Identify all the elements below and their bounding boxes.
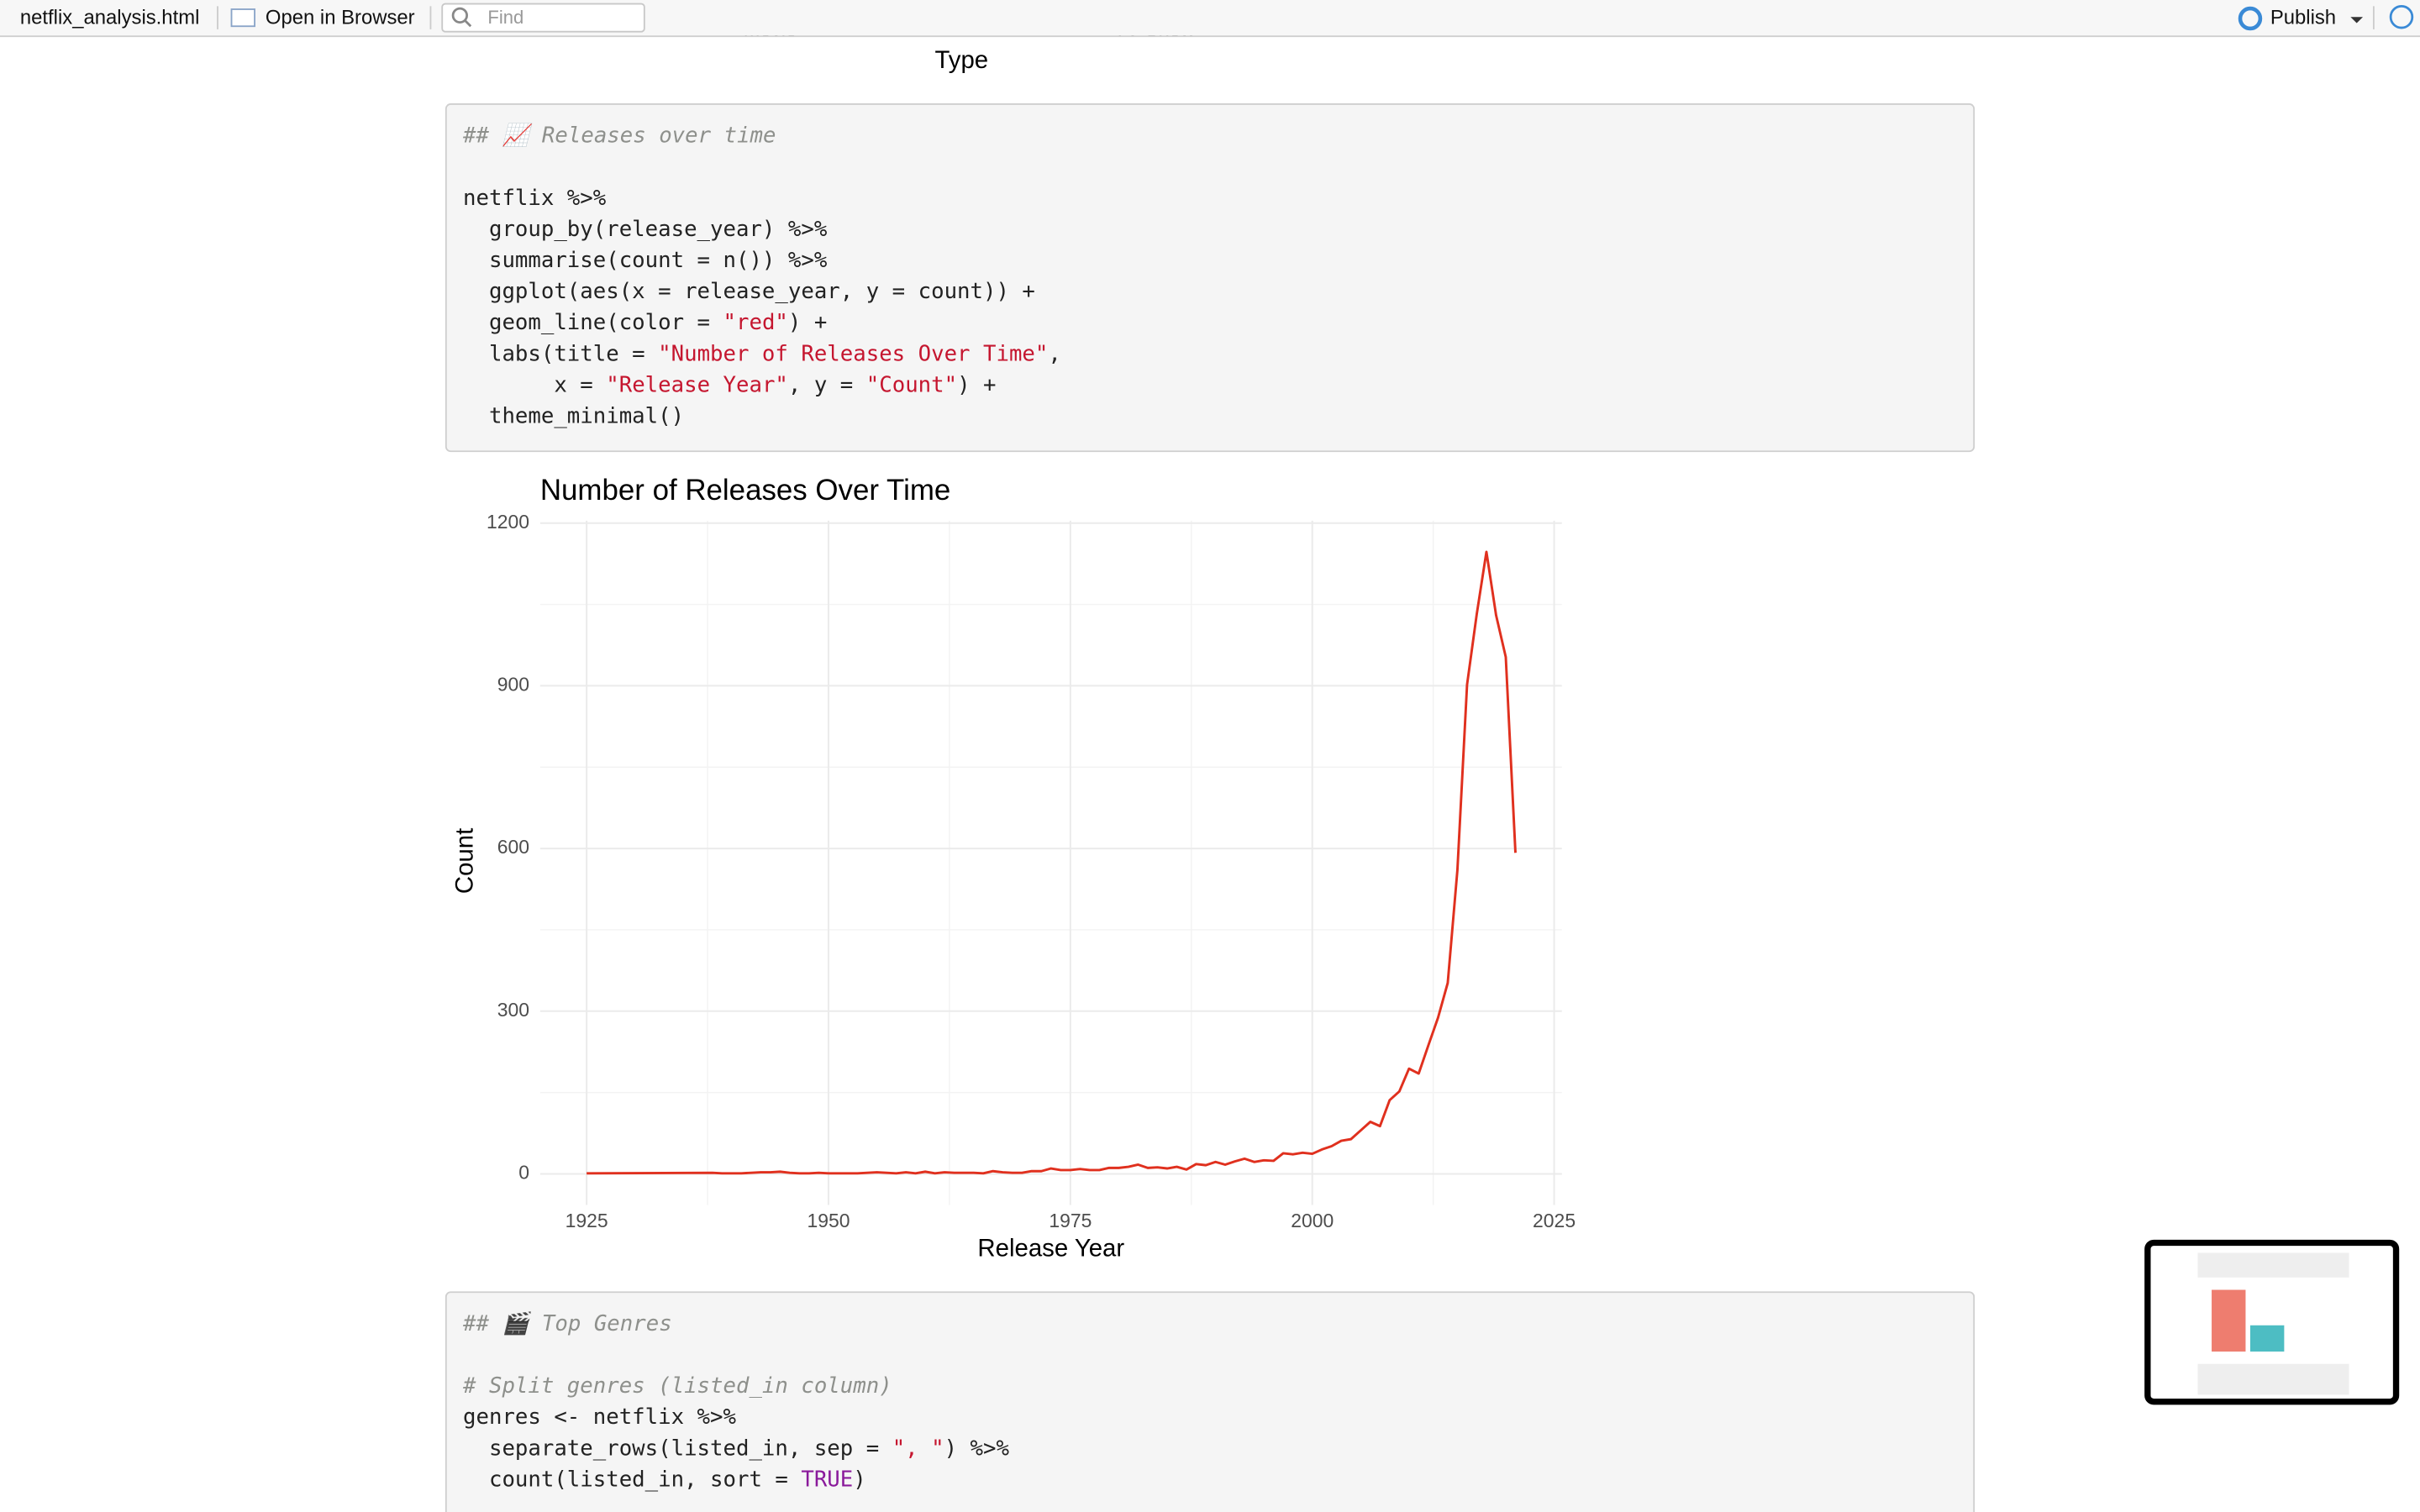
browser-icon (230, 8, 255, 28)
dropdown-caret (2350, 17, 2364, 24)
open-in-browser-label: Open in Browser (266, 6, 415, 29)
code-token: , (1048, 341, 1060, 366)
code-token: ) + (788, 310, 827, 335)
code-line: count(listed_in, sort = TRUE) (463, 1467, 866, 1492)
code-line: # Split genres (listed_in column) (462, 1373, 892, 1399)
code-token: "Number of Releases Over Time" (658, 341, 1048, 366)
code-token: ", " (892, 1436, 944, 1461)
code-line: ggplot(aes(x = release_year, y = count))… (463, 279, 1035, 304)
prev-x-axis-title: Type (934, 46, 988, 74)
search-icon (463, 18, 472, 28)
open-in-browser[interactable]: Open in Browser (230, 6, 415, 29)
x-tick-label: 1950 (807, 1210, 850, 1231)
code-line: separate_rows(listed_in, sep = ", ") %>% (463, 1436, 1009, 1461)
x-tick-label: 1925 (566, 1210, 608, 1231)
code-token: netflix %>% (463, 185, 607, 210)
chart-title: Number of Releases Over Time (540, 474, 950, 507)
code-line: ## 🎬 Top Genres (462, 1310, 672, 1336)
code-line: netflix %>% (463, 185, 607, 210)
publish-icon (2238, 6, 2263, 31)
code-token: "Release Year" (606, 372, 788, 397)
code-token: TRUE (801, 1467, 853, 1492)
code-token: "red" (723, 310, 788, 335)
minimap[interactable] (2144, 1239, 2400, 1405)
toolbar-bg (0, 0, 2420, 36)
minimap-bar (2249, 1325, 2285, 1352)
publish-button[interactable]: Publish (2238, 6, 2364, 31)
code-block (445, 1291, 1975, 1512)
search-field (441, 3, 645, 33)
x-tick-label: 2000 (1291, 1210, 1334, 1231)
y-tick-label: 1200 (487, 511, 529, 533)
code-token: count(listed_in, sort = (463, 1467, 801, 1492)
chart: Number of Releases Over Time Release Yea… (450, 474, 1576, 1262)
minimap-code (2197, 1363, 2349, 1395)
code-token: "Count" (866, 372, 957, 397)
find-placeholder: Find (487, 7, 523, 28)
file-name: netflix_analysis.html (20, 6, 200, 29)
code-token: summarise(count = n()) %>% (463, 248, 828, 273)
minimap-bar (2212, 1289, 2246, 1352)
code-line: theme_minimal() (463, 403, 684, 428)
data-line (587, 550, 1517, 1175)
code-line: labs(title = "Number of Releases Over Ti… (463, 341, 1061, 366)
y-tick-label: 300 (497, 999, 529, 1021)
code-line: summarise(count = n()) %>% (463, 248, 828, 273)
code-line: geom_line(color = "red") + (463, 310, 827, 335)
code-token: x = (463, 372, 606, 397)
code-token: geom_line(color = (463, 310, 723, 335)
code-line: ## 📈 Releases over time (462, 122, 776, 148)
x-tick-label: 1975 (1049, 1210, 1092, 1231)
x-axis-title: Release Year (977, 1235, 1124, 1263)
code-token: separate_rows(listed_in, sep = (463, 1436, 892, 1461)
y-tick-label: 900 (497, 673, 529, 695)
code-line: group_by(release_year) %>% (463, 216, 828, 241)
toolbar: netflix_analysis.html Open in Browser Fi… (0, 0, 2420, 38)
code-token: group_by(release_year) %>% (463, 216, 828, 241)
code-token: ) %>% (944, 1436, 1010, 1461)
publish-label: Publish (2270, 6, 2336, 29)
y-tick-label: 0 (518, 1162, 529, 1184)
code-token: labs(title = (463, 341, 658, 366)
code-token: genres <- netflix %>% (463, 1404, 736, 1430)
code-token: ## 📈 Releases over time (462, 122, 776, 148)
code-token: theme_minimal() (463, 403, 684, 428)
y-axis-title: Count (450, 828, 478, 894)
code-token: ggplot(aes(x = release_year, y = count))… (463, 279, 1035, 304)
code-token: , y = (788, 372, 866, 397)
minimap-frame (2144, 1239, 2400, 1405)
code-token: ) (853, 1467, 865, 1492)
code-token: # Split genres (listed_in column) (462, 1373, 892, 1399)
search-icon (451, 7, 468, 24)
code-block (445, 103, 1975, 453)
minimap-code (2197, 1252, 2349, 1278)
code-token: ## 🎬 Top Genres (462, 1310, 672, 1336)
code-line: x = "Release Year", y = "Count") + (463, 372, 997, 397)
y-tick-label: 600 (497, 836, 529, 858)
code-token: ) + (957, 372, 996, 397)
toolbar-icon[interactable] (2389, 4, 2414, 29)
document: Movie TV Show Type Number of Releases Ov… (445, 18, 1975, 1512)
find-box[interactable]: Find (441, 3, 645, 33)
code-line: genres <- netflix %>% (463, 1404, 736, 1430)
x-tick-label: 2025 (1533, 1210, 1576, 1231)
